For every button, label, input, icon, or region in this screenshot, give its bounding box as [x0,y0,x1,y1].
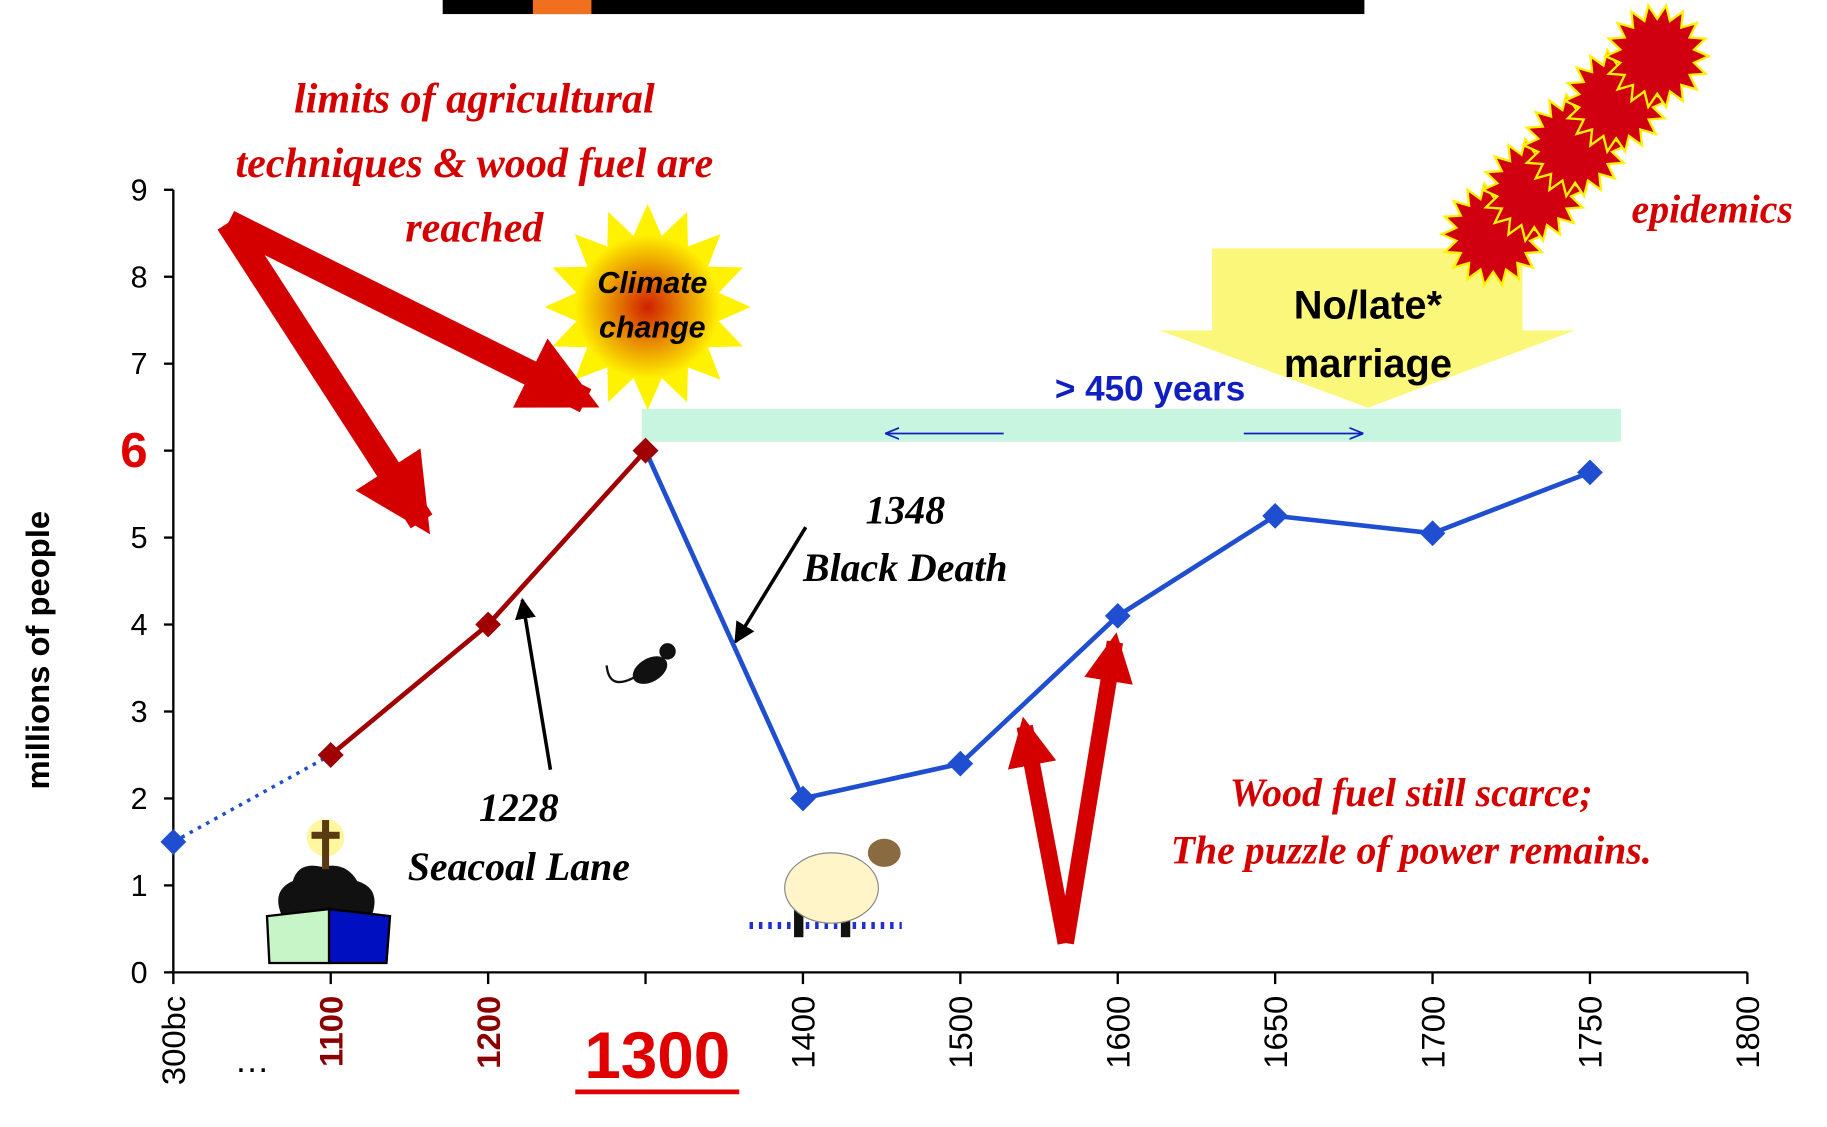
y-tick-label: 2 [131,782,148,816]
data-point [1262,502,1289,529]
x-tick-label: 1700 [1414,996,1451,1069]
y-tick-label: 8 [131,260,148,294]
pressure-arrow [222,211,600,413]
x-tick-label: 1100 [312,996,349,1067]
x-tick-label: 1650 [1257,996,1294,1069]
rat-icon [605,643,676,684]
y-tick-label: 7 [131,347,148,381]
x-tick-label: 1400 [785,996,822,1069]
annotation: Seacoal Lane [408,845,630,889]
span-band [641,408,1621,442]
annotation: The puzzle of power remains. [1171,828,1652,872]
x-tick-label: 1750 [1572,996,1609,1069]
annotation: epidemics [1632,188,1793,232]
annotation: 1228 [479,786,559,830]
data-point [790,785,816,812]
x-gap-label: … [234,1041,269,1080]
y-tick-label: 5 [131,521,148,555]
data-point [632,437,659,464]
data-point [160,829,187,855]
y-tick-label: 9 [131,173,148,207]
y-tick-label: 6 [120,423,147,478]
pressure-arrow [217,215,433,535]
data-point [947,750,974,777]
title-bar-accent [532,0,592,15]
x-tick-label: 1500 [942,996,979,1069]
annotation: Black Death [802,546,1008,590]
annotation: > 450 years [1055,370,1245,409]
marriage-arrow [1159,248,1576,408]
sheep-icon [749,838,902,938]
recovery-arrow [1057,632,1133,945]
x-tick-label: 1300 [584,1019,730,1092]
x-tick-label: 1600 [1099,996,1136,1069]
annotation: change [599,310,706,344]
pointer-arrow [733,526,808,644]
annotation: 1348 [865,489,945,533]
y-tick-label: 3 [131,695,148,729]
annotation: reached [405,204,544,251]
series-line [172,753,332,844]
annotation: limits of agricultural [294,75,655,122]
annotation: No/late* [1294,284,1443,328]
data-point [317,742,344,768]
y-tick-label: 4 [131,608,148,642]
epidemic-star [1602,2,1712,110]
climate-burst [544,203,751,411]
pointer-arrow [515,597,553,770]
title-bar [442,0,1365,15]
y-axis-label: millions of people [19,511,56,790]
epidemics-icon [1438,2,1712,288]
x-tick-label: 1800 [1729,996,1766,1069]
y-tick-label: 0 [131,956,148,990]
x-tick-label: 300bc [155,996,192,1085]
annotation: techniques & wood fuel are [235,140,713,187]
annotation: Climate [597,266,707,300]
data-point [1419,520,1446,547]
x-tick-label: 1200 [470,996,507,1069]
data-point [475,611,502,638]
annotation: marriage [1284,342,1452,386]
recovery-arrow [1007,716,1074,945]
data-point [1577,459,1603,486]
series-line [329,449,648,757]
church-icon [265,818,392,965]
y-tick-label: 1 [131,869,148,903]
annotation: Wood fuel still scarce; [1230,771,1593,815]
